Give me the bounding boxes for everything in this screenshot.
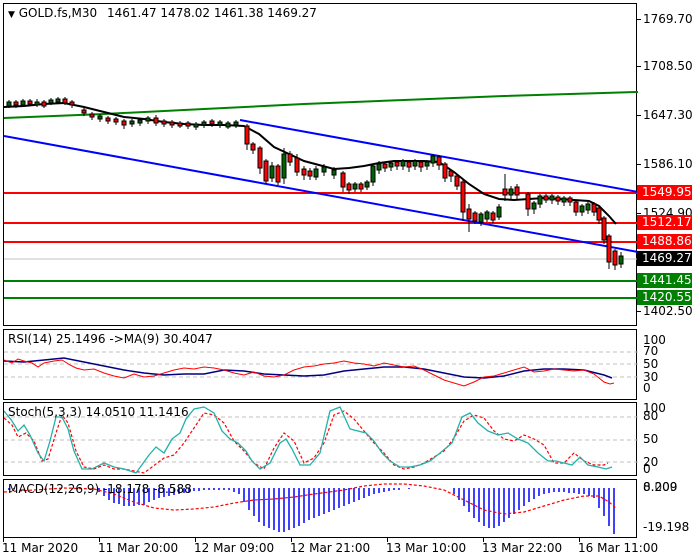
time-label: 12 Mar 21:00 (290, 541, 371, 555)
rsi-title: RSI(14) 25.1496 ->MA(9) 30.4047 (8, 332, 213, 346)
price-tick: 1769.70 (643, 12, 693, 26)
stoch-main-line (4, 406, 613, 474)
macd-plot (4, 483, 617, 534)
channel-lower-line (4, 135, 638, 253)
rsi-line (4, 358, 615, 387)
resistance-tag: 1488.86 (637, 234, 692, 249)
rsi-plot (4, 351, 638, 387)
rsi-tick: 50 (643, 357, 659, 371)
macd-tick: 8.209 (643, 480, 678, 494)
stoch-tick: 50 (643, 432, 659, 446)
support-tag: 1441.45 (637, 273, 692, 288)
macd-title: MACD(12,26,9) -18.178 -8.588 (8, 482, 192, 496)
rsi-tick: 70 (643, 344, 659, 358)
time-label: 13 Mar 10:00 (386, 541, 467, 555)
time-label: 16 Mar 11:00 (578, 541, 659, 555)
price-tick: 1402.50 (643, 304, 693, 318)
rsi-panel[interactable]: RSI(14) 25.1496 ->MA(9) 30.4047 (3, 329, 638, 400)
time-label: 11 Mar 2020 (2, 541, 79, 555)
resistance-tag: 1549.95 (637, 185, 692, 200)
time-label: 13 Mar 22:00 (482, 541, 563, 555)
price-tick: 1586.10 (643, 157, 693, 171)
macd-axis: 8.209 0.000 -19.198 (637, 479, 700, 538)
stoch-axis: 100 80 50 20 0 (637, 402, 700, 476)
symbol-label: GOLD.fs,M30 (18, 6, 98, 20)
price-chart-panel[interactable]: ▼ GOLD.fs,M30 1461.47 1478.02 1461.38 14… (3, 3, 638, 326)
stoch-tick: 20 (643, 455, 659, 469)
macd-signal-line (4, 483, 617, 515)
candlesticks (6, 97, 624, 270)
moving-average-line (4, 101, 617, 225)
chart-header: ▼ GOLD.fs,M30 1461.47 1478.02 1461.38 14… (8, 6, 317, 20)
green-trend-line (4, 91, 638, 119)
stoch-tick: 0 (643, 462, 651, 476)
ohlc-values: 1461.47 1478.02 1461.38 1469.27 (106, 6, 317, 20)
time-label: 11 Mar 20:00 (98, 541, 179, 555)
stochastic-panel[interactable]: Stoch(5,3,3) 14.0510 11.1416 (3, 402, 638, 476)
rsi-tick: 0 (643, 381, 651, 395)
stoch-title: Stoch(5,3,3) 14.0510 11.1416 (8, 405, 189, 419)
macd-tick: 0.000 (643, 480, 678, 494)
rsi-tick: 30 (643, 370, 659, 384)
support-tag: 1420.55 (637, 290, 692, 305)
stoch-tick: 100 (643, 401, 666, 415)
rsi-ma-line (4, 357, 613, 379)
stoch-signal-line (4, 410, 609, 474)
price-tick: 1647.30 (643, 108, 693, 122)
stoch-plot (4, 406, 638, 474)
rsi-tick: 100 (643, 333, 666, 347)
price-plot (4, 91, 638, 299)
price-tick: 1708.50 (643, 59, 693, 73)
price-axis[interactable]: 1769.70 1708.50 1647.30 1586.10 1524.90 … (637, 3, 700, 326)
triangle-down-icon[interactable]: ▼ (8, 10, 15, 20)
time-label: 12 Mar 09:00 (194, 541, 275, 555)
macd-tick: -19.198 (643, 520, 690, 534)
resistance-tag: 1512.17 (637, 215, 692, 230)
current-price-tag: 1469.27 (637, 251, 692, 266)
stoch-tick: 80 (643, 409, 659, 423)
macd-panel[interactable]: MACD(12,26,9) -18.178 -8.588 (3, 479, 637, 538)
rsi-axis: 100 70 50 30 0 (637, 329, 700, 400)
macd-histogram (8, 488, 615, 534)
